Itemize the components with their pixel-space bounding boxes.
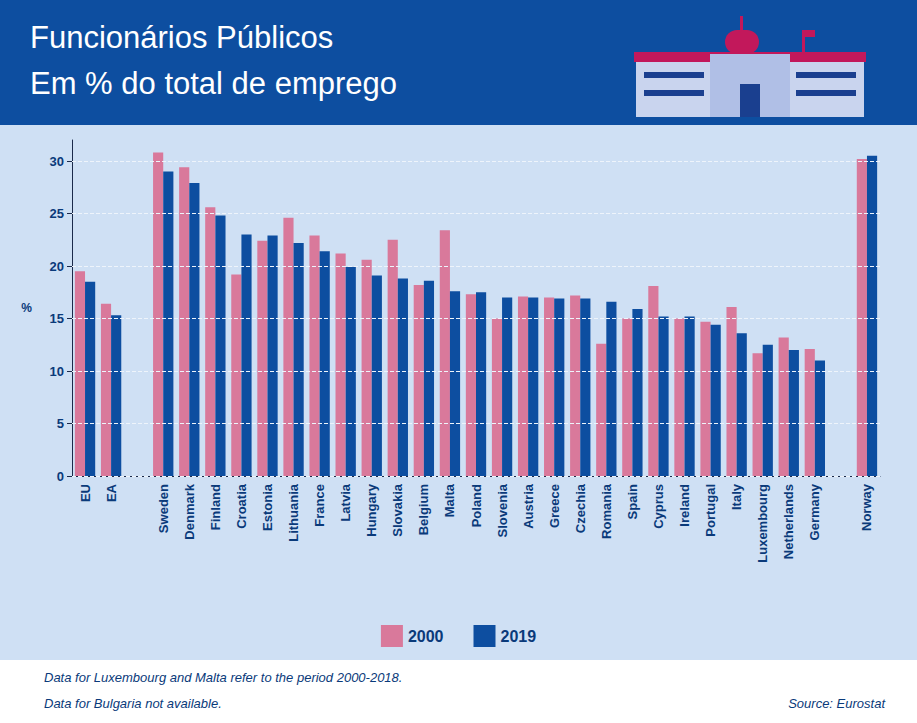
svg-text:Malta: Malta	[442, 483, 457, 517]
svg-text:Sweden: Sweden	[156, 484, 171, 533]
svg-text:Poland: Poland	[469, 484, 484, 527]
svg-text:Czechia: Czechia	[573, 483, 588, 533]
svg-text:Netherlands: Netherlands	[781, 484, 796, 559]
svg-text:Austria: Austria	[521, 483, 536, 529]
html-text:Source: Eurostat: Source: Eurostat	[788, 696, 885, 711]
svg-text:10: 10	[50, 364, 64, 379]
svg-text:Slovenia: Slovenia	[495, 483, 510, 537]
svg-text:Denmark: Denmark	[182, 483, 197, 539]
svg-text:EU: EU	[78, 484, 93, 502]
svg-text:France: France	[312, 484, 327, 527]
svg-text:0: 0	[57, 469, 64, 484]
svg-text:Cyprus: Cyprus	[651, 484, 666, 529]
svg-text:2019: 2019	[501, 628, 537, 645]
svg-text:Germany: Germany	[807, 483, 822, 540]
svg-text:Portugal: Portugal	[703, 484, 718, 537]
svg-text:Latvia: Latvia	[338, 483, 353, 521]
html-text:Data for Luxembourg and Malta: Data for Luxembourg and Malta refer to t…	[44, 670, 403, 685]
html-text:Funcionários Públicos: Funcionários Públicos	[30, 20, 334, 55]
svg-text:Romania: Romania	[599, 483, 614, 539]
svg-text:Slovakia: Slovakia	[390, 483, 405, 537]
svg-text:Croatia: Croatia	[234, 483, 249, 529]
svg-text:Italy: Italy	[729, 483, 744, 510]
svg-text:Norway: Norway	[859, 483, 874, 531]
html-text:Em % do total de emprego: Em % do total de emprego	[30, 66, 397, 101]
svg-text:Ireland: Ireland	[677, 484, 692, 527]
svg-text:Spain: Spain	[625, 484, 640, 519]
svg-text:Luxembourg: Luxembourg	[755, 484, 770, 563]
svg-text:30: 30	[50, 154, 64, 169]
svg-text:Estonia: Estonia	[260, 483, 275, 531]
svg-text:Lithuania: Lithuania	[286, 483, 301, 542]
svg-text:Belgium: Belgium	[416, 484, 431, 535]
svg-text:Finland: Finland	[208, 484, 223, 530]
html-text:Data for Bulgaria not availabl: Data for Bulgaria not available.	[44, 696, 222, 711]
svg-text:%: %	[21, 301, 32, 315]
svg-text:Greece: Greece	[547, 484, 562, 528]
svg-text:EA: EA	[104, 483, 119, 502]
svg-text:20: 20	[50, 259, 64, 274]
svg-text:5: 5	[57, 416, 64, 431]
svg-text:Hungary: Hungary	[364, 483, 379, 537]
svg-text:25: 25	[50, 206, 64, 221]
svg-text:2000: 2000	[408, 628, 444, 645]
svg-text:15: 15	[50, 311, 64, 326]
